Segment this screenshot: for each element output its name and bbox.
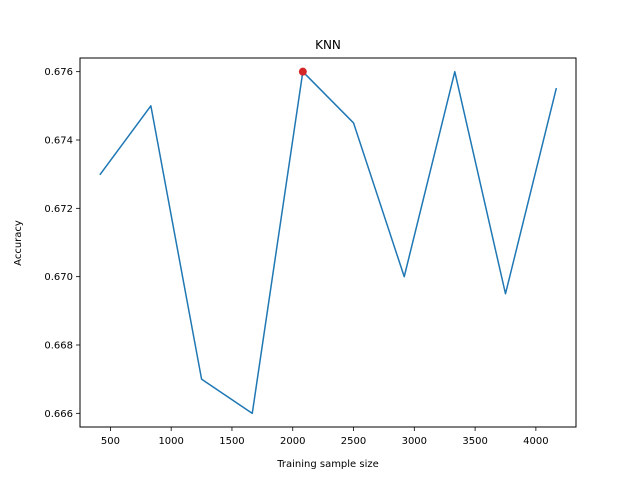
x-tick-label: 4000 <box>523 436 548 447</box>
x-axis: 500 1000 1500 2000 2500 3000 3500 4000 <box>101 427 549 447</box>
y-tick-label: 0.668 <box>44 341 73 352</box>
y-tick-label: 0.672 <box>44 204 73 215</box>
x-tick-label: 3000 <box>402 436 427 447</box>
series-line-0 <box>99 70 558 415</box>
y-tick-label: 0.670 <box>44 272 73 283</box>
x-tick-label: 500 <box>101 436 120 447</box>
y-axis: 0.666 0.668 0.670 0.672 0.674 0.676 <box>44 67 80 420</box>
highlight-point <box>298 67 307 76</box>
x-tick-label: 3500 <box>462 436 487 447</box>
x-tick-label: 1000 <box>158 436 183 447</box>
y-tick-label: 0.674 <box>44 136 73 147</box>
x-tick-label: 1500 <box>219 436 244 447</box>
y-tick-label: 0.666 <box>44 409 73 420</box>
plot-area <box>99 67 558 415</box>
x-tick-label: 2500 <box>341 436 366 447</box>
y-tick-label: 0.676 <box>44 67 73 78</box>
y-axis-title: Accuracy <box>13 220 24 266</box>
chart-title: KNN <box>315 38 341 52</box>
plot-frame <box>79 57 577 428</box>
x-tick-label: 2000 <box>280 436 305 447</box>
x-axis-title: Training sample size <box>276 459 379 470</box>
